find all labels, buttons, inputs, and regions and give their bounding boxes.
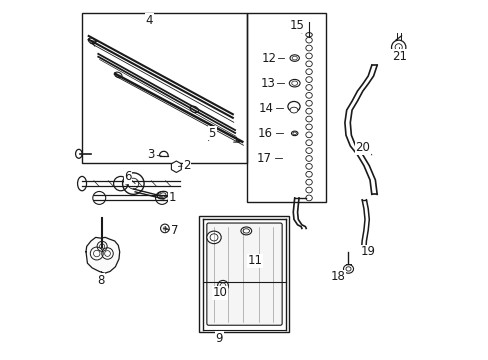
Text: 17: 17: [256, 152, 271, 165]
Ellipse shape: [289, 80, 300, 87]
Text: 8: 8: [97, 274, 104, 287]
FancyBboxPatch shape: [206, 223, 282, 325]
Text: 5: 5: [208, 127, 216, 140]
Ellipse shape: [78, 176, 86, 191]
Text: 11: 11: [247, 254, 262, 267]
Ellipse shape: [346, 267, 350, 271]
Polygon shape: [86, 237, 120, 273]
Text: 2: 2: [183, 159, 190, 172]
Ellipse shape: [88, 38, 96, 44]
Text: 12: 12: [262, 51, 277, 64]
Text: 13: 13: [260, 77, 275, 90]
Ellipse shape: [343, 265, 353, 273]
Text: 16: 16: [257, 127, 272, 140]
Ellipse shape: [305, 33, 312, 37]
Text: 18: 18: [330, 270, 345, 283]
Ellipse shape: [291, 81, 297, 85]
Bar: [246, 13, 325, 202]
Text: 10: 10: [212, 287, 227, 300]
Text: 14: 14: [258, 102, 273, 115]
Text: 15: 15: [289, 19, 305, 32]
Ellipse shape: [76, 149, 82, 158]
Bar: [82, 13, 246, 163]
Text: 7: 7: [170, 224, 178, 237]
Ellipse shape: [243, 229, 249, 233]
Text: 21: 21: [391, 50, 406, 63]
Ellipse shape: [291, 131, 297, 136]
Text: 3: 3: [147, 148, 155, 161]
Ellipse shape: [289, 107, 297, 113]
Circle shape: [163, 226, 167, 230]
Ellipse shape: [289, 55, 299, 61]
Ellipse shape: [291, 56, 297, 60]
Ellipse shape: [241, 227, 251, 235]
Ellipse shape: [287, 102, 300, 112]
Text: 9: 9: [215, 332, 223, 345]
Ellipse shape: [210, 234, 218, 241]
Text: 6: 6: [124, 170, 131, 183]
Ellipse shape: [114, 72, 122, 78]
Ellipse shape: [292, 107, 297, 110]
Text: 4: 4: [145, 14, 153, 27]
Ellipse shape: [290, 105, 298, 111]
Ellipse shape: [159, 193, 165, 197]
Ellipse shape: [157, 191, 168, 199]
Ellipse shape: [292, 132, 296, 135]
Text: 19: 19: [360, 245, 375, 258]
Text: 1: 1: [169, 192, 176, 204]
Bar: [198, 216, 288, 332]
Text: 20: 20: [355, 141, 369, 154]
Ellipse shape: [206, 231, 221, 244]
